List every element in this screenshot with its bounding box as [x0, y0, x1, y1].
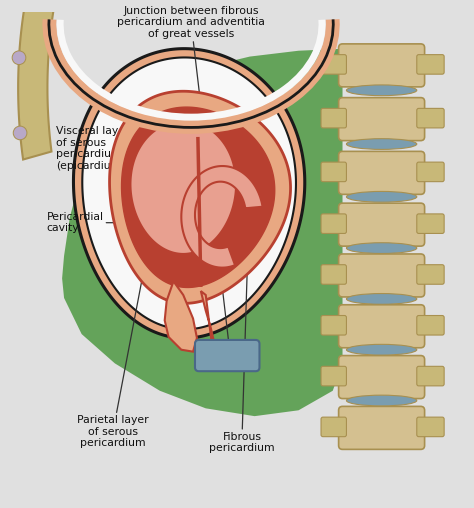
FancyBboxPatch shape: [321, 265, 346, 284]
FancyBboxPatch shape: [338, 406, 425, 450]
FancyBboxPatch shape: [417, 214, 444, 234]
FancyBboxPatch shape: [338, 151, 425, 195]
FancyBboxPatch shape: [321, 417, 346, 437]
Text: Pericardial
cavity: Pericardial cavity: [46, 212, 147, 234]
FancyBboxPatch shape: [321, 162, 346, 182]
Polygon shape: [73, 49, 305, 338]
Ellipse shape: [346, 192, 417, 202]
Polygon shape: [121, 107, 275, 288]
FancyBboxPatch shape: [338, 356, 425, 399]
FancyBboxPatch shape: [417, 315, 444, 335]
Polygon shape: [164, 281, 197, 352]
FancyBboxPatch shape: [321, 366, 346, 386]
Ellipse shape: [346, 344, 417, 355]
Polygon shape: [62, 49, 343, 416]
Text: Visceral layer
of serous
pericardium
(epicardium): Visceral layer of serous pericardium (ep…: [56, 126, 150, 213]
FancyBboxPatch shape: [195, 340, 259, 371]
FancyBboxPatch shape: [417, 366, 444, 386]
Circle shape: [13, 126, 27, 140]
FancyBboxPatch shape: [417, 417, 444, 437]
FancyBboxPatch shape: [417, 162, 444, 182]
FancyBboxPatch shape: [338, 98, 425, 141]
Polygon shape: [201, 291, 215, 350]
FancyBboxPatch shape: [338, 254, 425, 297]
Ellipse shape: [346, 85, 417, 96]
Text: Fibrous
pericardium: Fibrous pericardium: [209, 130, 275, 453]
Polygon shape: [109, 91, 291, 303]
Ellipse shape: [346, 395, 417, 406]
Ellipse shape: [346, 243, 417, 253]
Polygon shape: [130, 121, 236, 254]
FancyBboxPatch shape: [338, 305, 425, 348]
FancyBboxPatch shape: [338, 203, 425, 246]
Polygon shape: [182, 166, 263, 268]
Ellipse shape: [346, 139, 417, 149]
FancyBboxPatch shape: [321, 214, 346, 234]
FancyBboxPatch shape: [417, 265, 444, 284]
FancyBboxPatch shape: [321, 315, 346, 335]
FancyBboxPatch shape: [321, 108, 346, 128]
Text: Parietal layer
of serous
pericardium: Parietal layer of serous pericardium: [77, 128, 171, 449]
FancyBboxPatch shape: [417, 55, 444, 74]
Text: Junction between fibrous
pericardium and adventitia
of great vessels: Junction between fibrous pericardium and…: [117, 6, 265, 352]
FancyBboxPatch shape: [321, 55, 346, 74]
Circle shape: [12, 51, 26, 65]
Polygon shape: [18, 0, 168, 160]
Polygon shape: [82, 57, 296, 329]
FancyBboxPatch shape: [338, 44, 425, 87]
Ellipse shape: [346, 294, 417, 304]
FancyBboxPatch shape: [417, 108, 444, 128]
